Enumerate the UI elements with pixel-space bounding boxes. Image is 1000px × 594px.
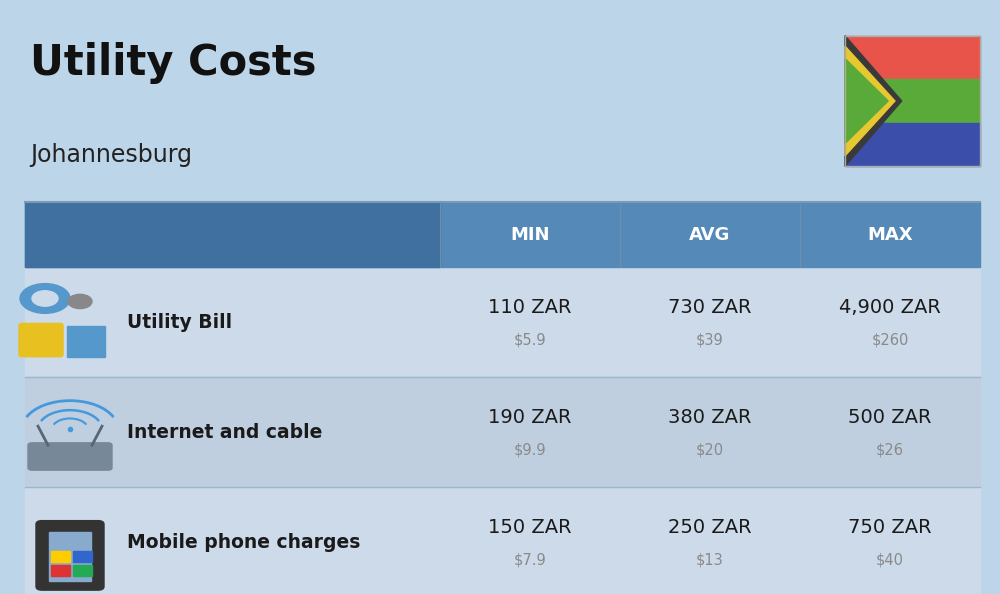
Text: 730 ZAR: 730 ZAR bbox=[668, 298, 752, 317]
Text: 250 ZAR: 250 ZAR bbox=[668, 518, 752, 536]
Text: 380 ZAR: 380 ZAR bbox=[668, 408, 752, 426]
Text: Johannesburg: Johannesburg bbox=[30, 143, 192, 166]
FancyBboxPatch shape bbox=[19, 323, 63, 356]
Circle shape bbox=[20, 284, 70, 314]
Text: 150 ZAR: 150 ZAR bbox=[488, 518, 572, 536]
Polygon shape bbox=[845, 59, 888, 144]
FancyBboxPatch shape bbox=[28, 443, 112, 470]
Text: $5.9: $5.9 bbox=[514, 333, 546, 347]
Text: $26: $26 bbox=[876, 443, 904, 457]
Text: $260: $260 bbox=[871, 333, 909, 347]
Text: $13: $13 bbox=[696, 552, 724, 567]
Text: $20: $20 bbox=[696, 443, 724, 457]
Bar bbox=[49, 532, 91, 580]
Bar bbox=[73, 565, 92, 576]
Bar bbox=[67, 326, 105, 356]
FancyBboxPatch shape bbox=[36, 520, 104, 590]
Bar bbox=[51, 565, 70, 576]
Bar bbox=[25, 202, 115, 267]
Bar bbox=[25, 267, 980, 377]
Bar bbox=[25, 377, 980, 487]
Bar bbox=[115, 202, 440, 267]
Text: 750 ZAR: 750 ZAR bbox=[848, 518, 932, 536]
Text: 110 ZAR: 110 ZAR bbox=[488, 298, 572, 317]
Circle shape bbox=[68, 295, 92, 309]
Text: 4,900 ZAR: 4,900 ZAR bbox=[839, 298, 941, 317]
Bar bbox=[845, 80, 980, 122]
Bar bbox=[845, 122, 980, 166]
Polygon shape bbox=[845, 46, 895, 156]
Text: $7.9: $7.9 bbox=[514, 552, 546, 567]
Text: 190 ZAR: 190 ZAR bbox=[488, 408, 572, 426]
Text: MAX: MAX bbox=[867, 226, 913, 244]
Text: AVG: AVG bbox=[689, 226, 731, 244]
Text: $40: $40 bbox=[876, 552, 904, 567]
Text: MIN: MIN bbox=[510, 226, 550, 244]
Text: Mobile phone charges: Mobile phone charges bbox=[127, 533, 360, 551]
Bar bbox=[25, 487, 980, 594]
Text: 500 ZAR: 500 ZAR bbox=[848, 408, 932, 426]
Polygon shape bbox=[845, 36, 902, 166]
Bar bbox=[51, 551, 70, 562]
Text: $39: $39 bbox=[696, 333, 724, 347]
Bar bbox=[845, 36, 980, 80]
Bar bbox=[73, 551, 92, 562]
Text: Utility Costs: Utility Costs bbox=[30, 42, 316, 84]
Bar bbox=[25, 202, 980, 267]
Text: Utility Bill: Utility Bill bbox=[127, 313, 232, 331]
Circle shape bbox=[32, 291, 58, 307]
Text: Internet and cable: Internet and cable bbox=[127, 423, 322, 441]
Text: $9.9: $9.9 bbox=[514, 443, 546, 457]
